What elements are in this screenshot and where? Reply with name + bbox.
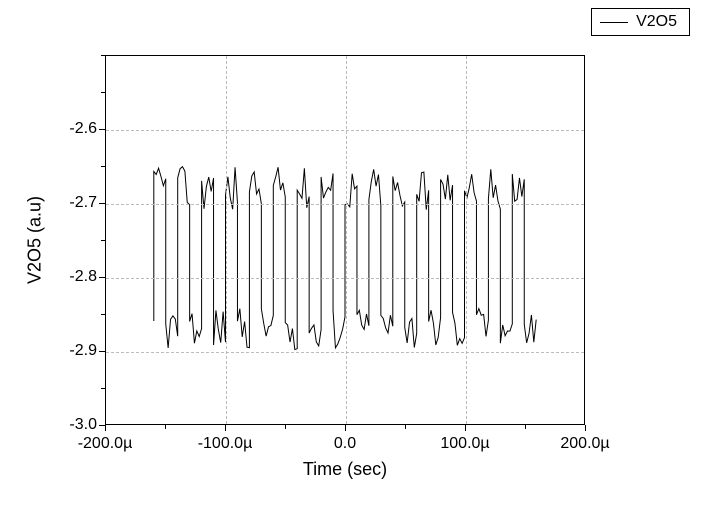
y-minor-tick [101, 314, 105, 315]
x-axis-label: Time (sec) [303, 459, 387, 480]
grid-line [226, 56, 227, 424]
grid-line [346, 56, 347, 424]
y-tick [99, 425, 105, 426]
data-line [106, 56, 584, 424]
x-tick-label: -100.0µ [198, 435, 253, 453]
y-tick [99, 203, 105, 204]
y-tick [99, 277, 105, 278]
x-minor-tick [525, 425, 526, 429]
x-tick [465, 425, 466, 431]
y-minor-tick [101, 240, 105, 241]
x-minor-tick [405, 425, 406, 429]
y-tick-label: -2.9 [63, 342, 97, 360]
y-tick-label: -3.0 [63, 416, 97, 434]
legend: V2O5 [591, 8, 690, 36]
y-tick-label: -2.8 [63, 268, 97, 286]
x-tick [585, 425, 586, 431]
plot-area [105, 55, 585, 425]
y-minor-tick [101, 388, 105, 389]
grid-line [466, 56, 467, 424]
x-tick [225, 425, 226, 431]
grid-line [106, 352, 584, 353]
y-minor-tick [101, 92, 105, 93]
y-tick [99, 129, 105, 130]
y-axis-label: V2O5 (a.u) [25, 196, 46, 284]
x-tick [105, 425, 106, 431]
y-minor-tick [101, 55, 105, 56]
x-minor-tick [165, 425, 166, 429]
x-tick-label: 100.0µ [440, 435, 489, 453]
x-minor-tick [285, 425, 286, 429]
grid-line [106, 278, 584, 279]
x-tick-label: 0.0 [334, 435, 356, 453]
grid-line [106, 130, 584, 131]
x-tick [345, 425, 346, 431]
y-tick-label: -2.7 [63, 194, 97, 212]
x-tick-label: 200.0µ [560, 435, 609, 453]
y-minor-tick [101, 166, 105, 167]
y-tick-label: -2.6 [63, 120, 97, 138]
y-tick [99, 351, 105, 352]
grid-line [106, 204, 584, 205]
legend-line [600, 22, 628, 23]
legend-label: V2O5 [636, 13, 677, 31]
x-tick-label: -200.0µ [78, 435, 133, 453]
chart-container: V2O5 Time (sec) V2O5 (a.u) -200.0µ -100.0… [0, 0, 710, 512]
